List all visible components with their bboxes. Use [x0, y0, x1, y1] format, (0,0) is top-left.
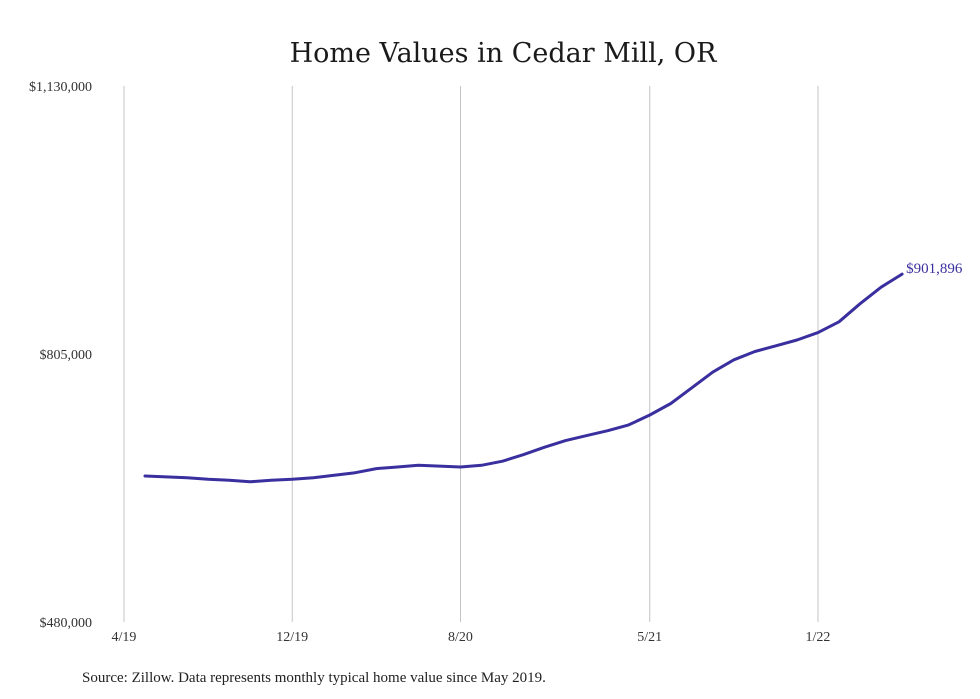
y-tick-label: $805,000	[40, 348, 93, 363]
end-value-label: $901,896	[906, 261, 963, 277]
x-tick-label: 12/19	[276, 630, 308, 645]
y-tick-label: $480,000	[40, 616, 93, 631]
x-tick-label: 5/21	[637, 630, 662, 645]
x-tick-label: 8/20	[448, 630, 473, 645]
y-tick-label: $1,130,000	[29, 80, 92, 95]
y-axis-ticks: $1,130,000 $805,000 $480,000	[29, 80, 92, 631]
series-line	[143, 272, 904, 484]
x-axis-ticks: 4/19 12/19 8/20 5/21 1/22	[112, 630, 831, 645]
x-tick-label: 1/22	[806, 630, 831, 645]
source-note: Source: Zillow. Data represents monthly …	[82, 670, 546, 686]
gridlines	[123, 86, 819, 622]
x-tick-label: 4/19	[112, 630, 137, 645]
series-layer	[143, 272, 904, 484]
chart-title: Home Values in Cedar Mill, OR	[290, 38, 717, 69]
